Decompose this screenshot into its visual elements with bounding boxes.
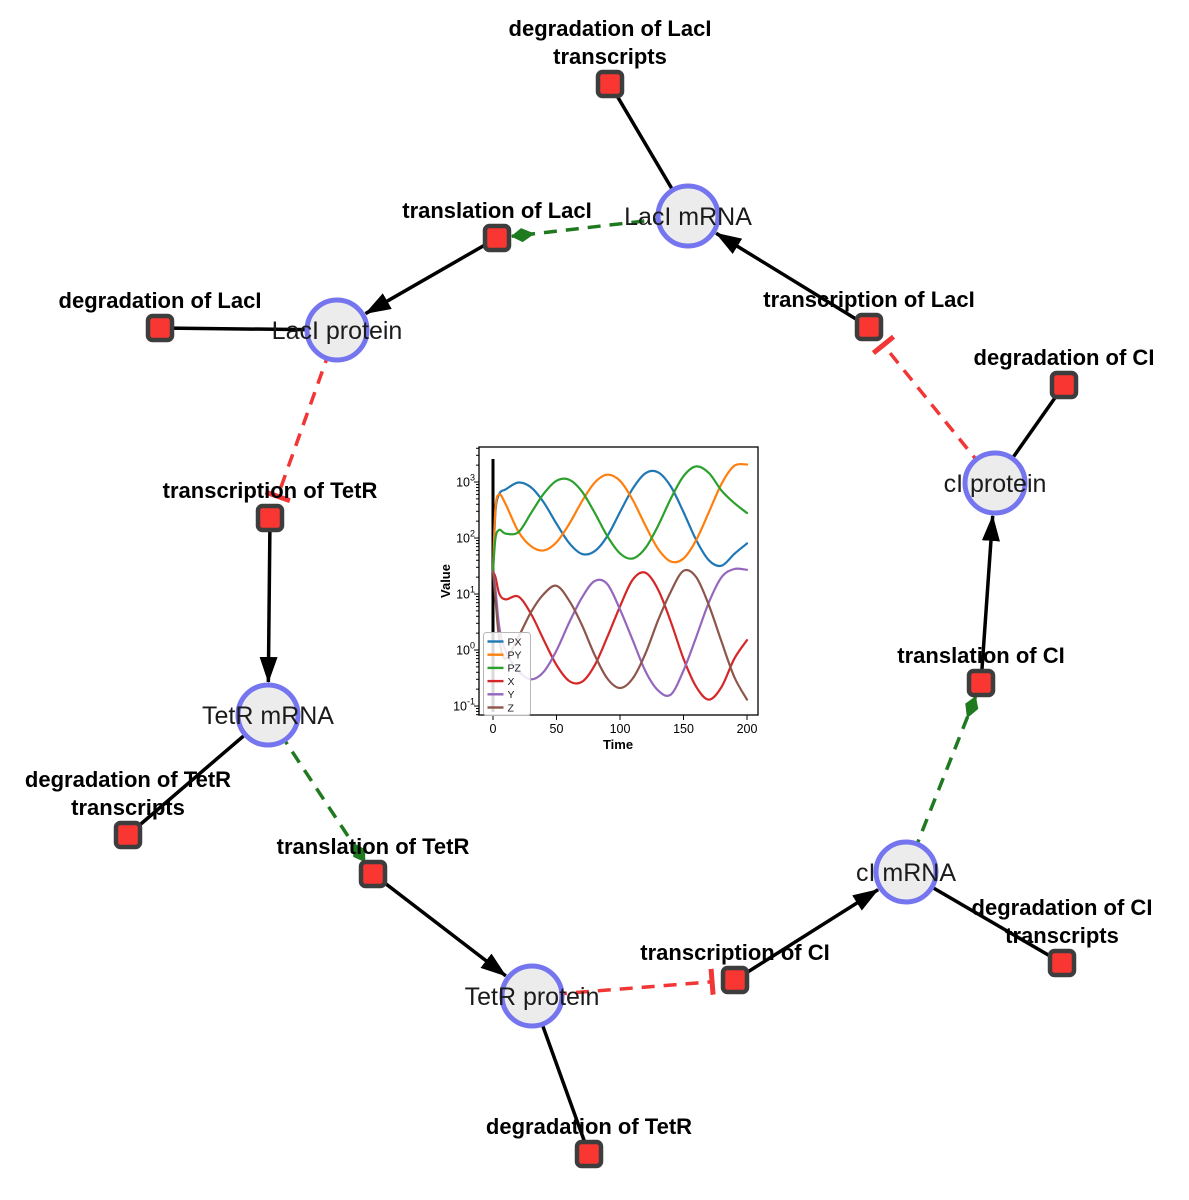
- reaction-node: [720, 965, 750, 995]
- reaction-node: [595, 69, 625, 99]
- reaction-node: [966, 668, 996, 698]
- x-tick-label: 0: [490, 722, 497, 736]
- edge-product: [734, 888, 880, 982]
- x-tick-label: 100: [610, 722, 631, 736]
- edge-product: [259, 517, 278, 684]
- legend-entry-label: PX: [508, 636, 522, 648]
- series-PZ: [491, 465, 749, 573]
- species-label: TetR mRNA: [202, 702, 334, 730]
- legend-entry-label: PZ: [508, 663, 522, 675]
- edge-product: [715, 231, 870, 329]
- x-tick-label: 200: [737, 722, 758, 736]
- species-label: LacI protein: [272, 317, 403, 345]
- reaction-node: [854, 312, 884, 342]
- plot-frame: [478, 446, 759, 716]
- y-tick-label: 101: [456, 585, 475, 602]
- species-label: TetR protein: [465, 983, 600, 1011]
- reaction-node: [482, 223, 512, 253]
- reaction-label: degradation of LacI transcripts: [509, 16, 712, 69]
- reaction-label: degradation of LacI: [59, 288, 262, 313]
- edge-product: [371, 872, 507, 978]
- y-tick-label: 10-1: [453, 697, 475, 714]
- reaction-label: degradation of CI: [974, 345, 1155, 370]
- reaction-label: transcription of LacI: [763, 287, 974, 312]
- reaction-label: translation of CI: [897, 643, 1064, 668]
- species-node: [962, 450, 1028, 516]
- species-node: [304, 297, 370, 363]
- reaction-label: translation of LacI: [402, 198, 591, 223]
- y-tick-label: 103: [456, 473, 475, 490]
- edge-product: [979, 514, 1000, 684]
- reaction-node: [574, 1139, 604, 1169]
- reaction-node: [358, 859, 388, 889]
- reaction-label: degradation of TetR transcripts: [25, 767, 231, 820]
- reaction-node: [145, 313, 175, 343]
- species-label: cI protein: [944, 470, 1047, 498]
- species-label: LacI mRNA: [624, 203, 752, 231]
- reaction-node: [1049, 370, 1079, 400]
- x-tick-label: 150: [673, 722, 694, 736]
- x-tick-label: 50: [550, 722, 564, 736]
- chart-series: [491, 459, 749, 712]
- reaction-label: transcription of CI: [640, 940, 829, 965]
- reaction-label: translation of TetR: [277, 834, 470, 859]
- legend-entry-label: Y: [508, 689, 515, 701]
- nodes-layer: [113, 69, 1079, 1169]
- edge-product: [364, 236, 498, 316]
- series-PX: [491, 469, 749, 573]
- species-node: [235, 682, 301, 748]
- x-axis-label: Time: [603, 737, 633, 752]
- species-label: cI mRNA: [856, 859, 956, 887]
- reaction-label: degradation of CI transcripts: [972, 895, 1153, 948]
- species-node: [655, 183, 721, 249]
- labels-layer: degradation of LacI transcripts translatio…: [25, 16, 1155, 1139]
- legend-entry-label: PY: [508, 650, 522, 662]
- series-Y: [491, 567, 749, 697]
- y-tick-label: 100: [456, 641, 475, 658]
- series-PY: [491, 462, 749, 573]
- reaction-node: [255, 503, 285, 533]
- legend-entry-label: X: [508, 676, 515, 688]
- species-node: [499, 963, 565, 1029]
- reaction-node: [113, 820, 143, 850]
- legend-entry-label: Z: [508, 702, 515, 714]
- species-node: [873, 839, 939, 905]
- reaction-label: degradation of TetR: [486, 1114, 692, 1139]
- reaction-label: transcription of TetR: [163, 478, 378, 503]
- reaction-node: [1047, 948, 1077, 978]
- y-axis-label: Value: [438, 564, 453, 598]
- series-X: [491, 570, 749, 701]
- y-tick-label: 102: [456, 529, 475, 546]
